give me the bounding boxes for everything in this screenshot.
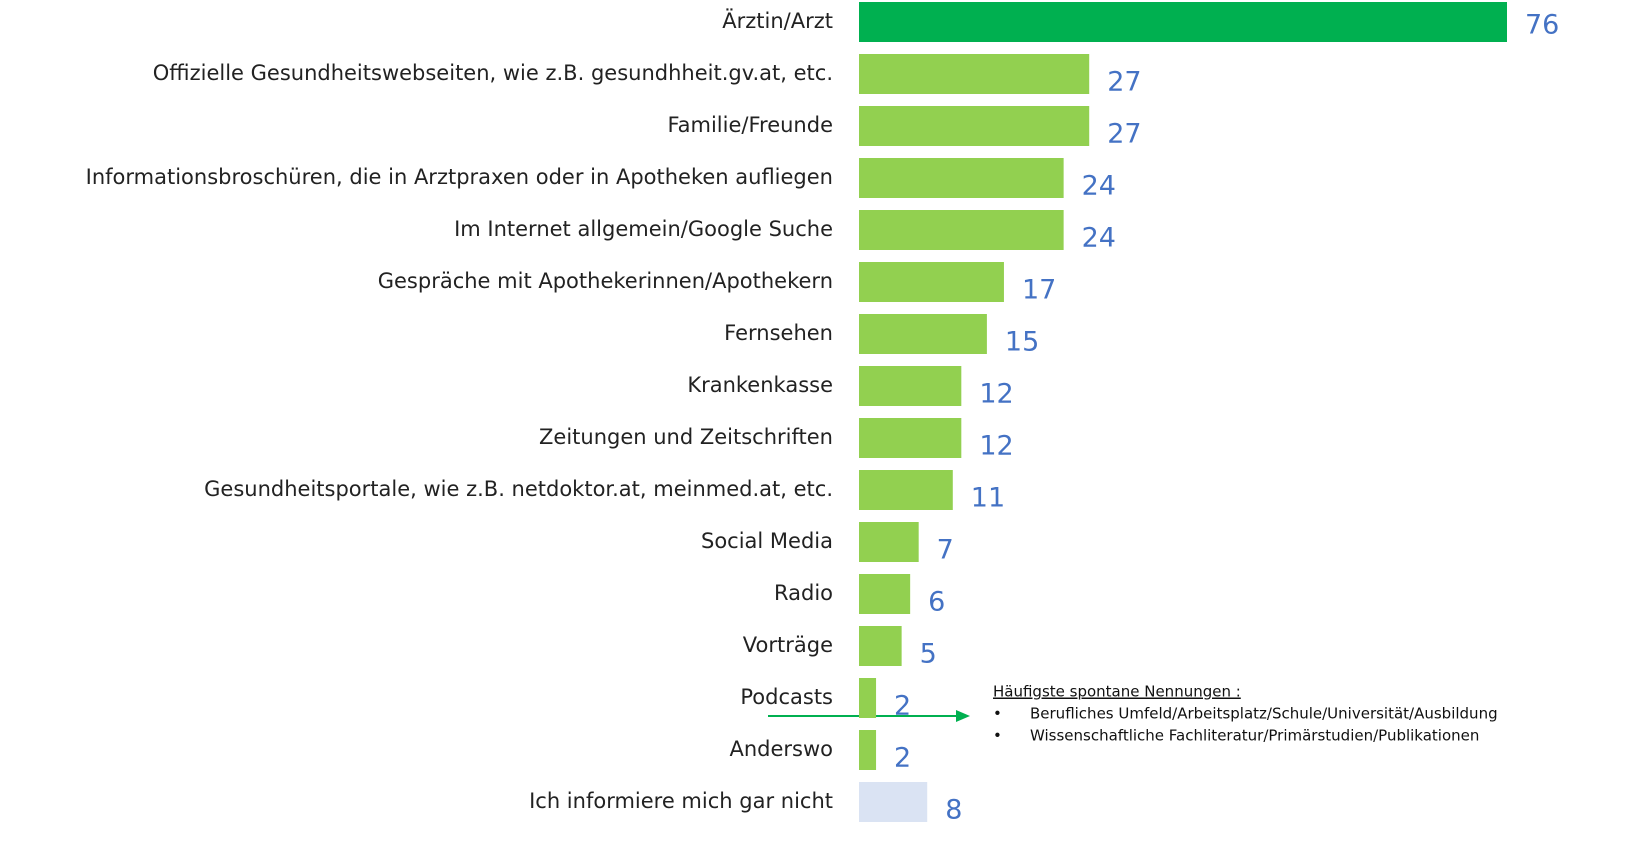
category-label: Im Internet allgemein/Google Suche — [454, 217, 833, 241]
category-label: Familie/Freunde — [668, 113, 834, 137]
category-label: Gesundheitsportale, wie z.B. netdoktor.a… — [204, 477, 833, 501]
annotation-title: Häufigste spontane Nennungen : — [993, 683, 1241, 701]
category-label: Gespräche mit Apothekerinnen/Apothekern — [378, 269, 833, 293]
value-label: 24 — [1082, 223, 1116, 254]
bar — [859, 522, 919, 562]
bullet: • — [993, 705, 1002, 723]
arrow-head — [956, 710, 970, 722]
value-label: 12 — [979, 379, 1013, 410]
bar — [859, 158, 1064, 198]
category-label: Vorträge — [743, 633, 833, 657]
bar — [859, 730, 877, 770]
category-label: Krankenkasse — [687, 373, 833, 397]
bar — [859, 106, 1090, 146]
bar — [859, 262, 1004, 302]
bar — [859, 470, 953, 510]
value-label: 7 — [937, 535, 954, 566]
value-label: 17 — [1022, 275, 1056, 306]
category-label: Podcasts — [740, 685, 833, 709]
bar — [859, 574, 911, 614]
category-label: Offizielle Gesundheitswebseiten, wie z.B… — [153, 61, 833, 85]
category-label: Radio — [774, 581, 833, 605]
value-label: 2 — [894, 743, 911, 774]
value-label: 6 — [928, 587, 945, 618]
value-label: 27 — [1107, 119, 1141, 150]
category-label: Social Media — [701, 529, 833, 553]
bar — [859, 678, 877, 718]
value-label: 15 — [1005, 327, 1039, 358]
category-label: Anderswo — [729, 737, 833, 761]
value-label: 76 — [1525, 10, 1559, 41]
value-label: 8 — [945, 795, 962, 826]
value-label: 12 — [979, 431, 1013, 462]
category-label: Informationsbroschüren, die in Arztpraxe… — [86, 165, 833, 189]
value-label: 24 — [1082, 171, 1116, 202]
bar — [859, 2, 1507, 42]
annotation-item: Wissenschaftliche Fachliteratur/Primärst… — [1030, 727, 1479, 745]
bar — [859, 210, 1064, 250]
bar — [859, 54, 1090, 94]
category-label: Ärztin/Arzt — [722, 8, 833, 33]
bar — [859, 366, 962, 406]
bar — [859, 626, 902, 666]
value-label: 5 — [920, 639, 937, 670]
annotation-item: Berufliches Umfeld/Arbeitsplatz/Schule/U… — [1030, 705, 1498, 723]
value-label: 2 — [894, 691, 911, 722]
bar — [859, 314, 987, 354]
value-label: 11 — [971, 483, 1005, 514]
bullet: • — [993, 727, 1002, 745]
category-label: Zeitungen und Zeitschriften — [539, 425, 833, 449]
bar — [859, 782, 928, 822]
category-label: Ich informiere mich gar nicht — [529, 789, 833, 813]
category-label: Fernsehen — [724, 321, 833, 345]
bar — [859, 418, 962, 458]
value-label: 27 — [1107, 67, 1141, 98]
